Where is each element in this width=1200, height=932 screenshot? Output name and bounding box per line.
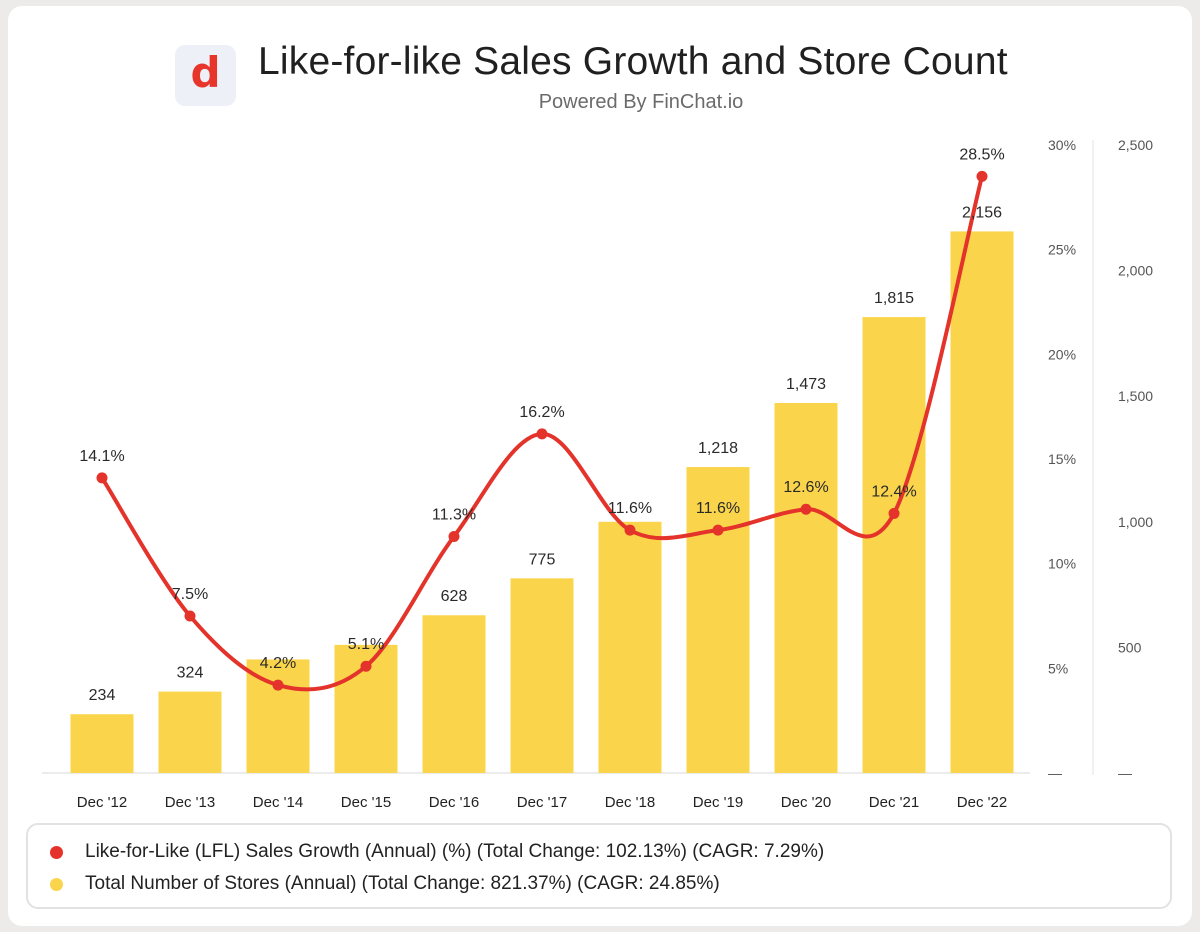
legend-stores-dot xyxy=(50,877,63,891)
legend-lfl-label: Like-for-Like (LFL) Sales Growth (Annual… xyxy=(85,841,825,862)
pct-axis-tick: 20% xyxy=(1048,346,1076,362)
legend-stores-label: Total Number of Stores (Annual) (Total C… xyxy=(85,873,720,894)
pct-axis-tick: 10% xyxy=(1048,556,1076,572)
bar-value-label: 324 xyxy=(177,665,204,682)
legend-item-lfl[interactable]: Like-for-Like (LFL) Sales Growth (Annual… xyxy=(50,841,824,863)
point-lfl xyxy=(96,472,108,484)
bar-value-label: 628 xyxy=(441,588,468,605)
count-axis-tick: 1,500 xyxy=(1118,388,1153,404)
x-tick-label: Dec '12 xyxy=(77,794,127,811)
bar-stores xyxy=(686,467,750,773)
x-tick-label: Dec '22 xyxy=(957,794,1007,811)
line-value-label: 12.4% xyxy=(871,483,916,500)
bar-stores xyxy=(158,691,222,773)
pct-axis-tick: 15% xyxy=(1048,451,1076,467)
x-tick-label: Dec '17 xyxy=(517,794,567,811)
line-value-label: 14.1% xyxy=(79,448,124,465)
chart-title: Like-for-like Sales Growth and Store Cou… xyxy=(258,40,1008,83)
x-tick-label: Dec '15 xyxy=(341,794,391,811)
finchat-logo: d xyxy=(175,45,236,106)
x-tick-label: Dec '19 xyxy=(693,794,743,811)
count-axis-tick: 500 xyxy=(1118,639,1142,655)
bar-value-label: 1,218 xyxy=(698,440,738,457)
pct-axis-tick: 25% xyxy=(1048,242,1076,258)
line-value-label: 11.6% xyxy=(696,500,740,517)
point-lfl xyxy=(448,530,460,542)
x-tick-label: Dec '21 xyxy=(869,794,919,811)
pct-axis-tick: — xyxy=(1048,765,1062,781)
line-value-label: 5.1% xyxy=(348,636,384,653)
count-axis-tick: — xyxy=(1118,765,1132,781)
point-lfl xyxy=(976,170,988,182)
bar-value-label: 234 xyxy=(89,687,116,704)
point-lfl xyxy=(624,524,636,536)
point-lfl xyxy=(272,679,284,691)
line-value-label: 4.2% xyxy=(260,655,296,672)
count-axis-tick: 2,000 xyxy=(1118,263,1153,279)
chart-subtitle: Powered By FinChat.io xyxy=(538,91,744,113)
point-lfl xyxy=(184,610,196,622)
point-lfl xyxy=(888,507,900,519)
point-lfl xyxy=(800,503,812,515)
legend-lfl-dot xyxy=(50,845,63,859)
x-tick-label: Dec '14 xyxy=(253,794,303,811)
x-tick-label: Dec '20 xyxy=(781,794,831,811)
point-lfl xyxy=(712,524,724,536)
count-axis-tick: 2,500 xyxy=(1118,137,1153,153)
x-tick-label: Dec '18 xyxy=(605,794,655,811)
point-lfl xyxy=(536,428,548,440)
bar-stores xyxy=(862,317,926,773)
line-value-label: 11.3% xyxy=(432,506,476,523)
bar-stores xyxy=(950,231,1014,774)
bar-stores xyxy=(510,578,574,773)
bar-stores xyxy=(246,659,310,773)
pct-axis-tick: 30% xyxy=(1048,137,1076,153)
line-value-label: 12.6% xyxy=(783,479,828,496)
bar-value-label: 775 xyxy=(529,551,556,568)
logo-letter: d xyxy=(190,47,221,97)
bar-value-label: 1,815 xyxy=(874,290,914,307)
x-tick-label: Dec '13 xyxy=(165,794,215,811)
pct-axis-tick: 5% xyxy=(1048,660,1068,676)
legend-item-stores[interactable]: Total Number of Stores (Annual) (Total C… xyxy=(50,873,720,895)
line-value-label: 7.5% xyxy=(172,586,208,603)
bar-stores xyxy=(774,402,838,773)
legend: Like-for-Like (LFL) Sales Growth (Annual… xyxy=(26,823,1172,909)
bar-stores xyxy=(422,615,486,773)
line-value-label: 28.5% xyxy=(959,146,1004,163)
point-lfl xyxy=(360,660,372,672)
line-value-label: 11.6% xyxy=(608,500,652,517)
bar-value-label: 2,156 xyxy=(962,204,1002,221)
bar-stores xyxy=(70,714,134,773)
x-tick-label: Dec '16 xyxy=(429,794,479,811)
bar-value-label: 1,473 xyxy=(786,376,826,393)
count-axis-tick: 1,000 xyxy=(1118,514,1153,530)
line-value-label: 16.2% xyxy=(519,404,564,421)
bar-stores xyxy=(598,521,662,773)
line-lfl-growth xyxy=(100,174,984,692)
